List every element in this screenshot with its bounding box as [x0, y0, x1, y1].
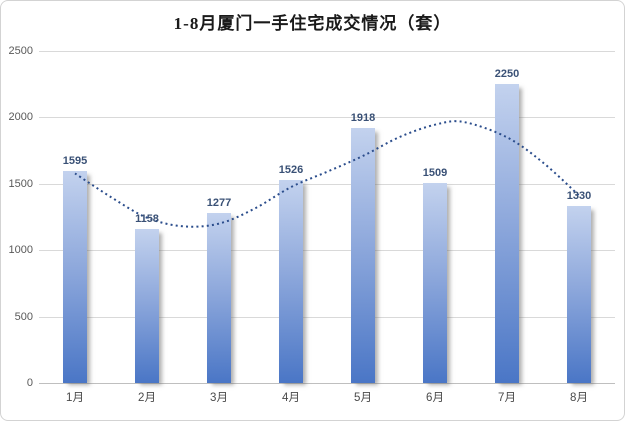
bar [423, 183, 447, 383]
bar-value-label: 1509 [422, 167, 448, 179]
bar [135, 229, 159, 383]
gridline [39, 117, 615, 118]
bar [63, 171, 87, 383]
bar [351, 128, 375, 383]
y-axis-tick-label: 2000 [8, 111, 33, 123]
x-axis-label: 8月 [570, 392, 588, 404]
y-axis-tick-label: 1500 [8, 178, 33, 190]
chart-title: 1-8月厦门一手住宅成交情况（套） [173, 14, 452, 33]
bar-value-label: 1918 [350, 112, 376, 124]
bar-value-label: 1158 [135, 213, 159, 225]
bar [495, 84, 519, 383]
y-axis-tick-label: 2500 [8, 45, 33, 57]
bar [279, 180, 303, 383]
bar-value-label: 1526 [278, 164, 304, 176]
bar [207, 213, 231, 383]
x-axis-label: 6月 [426, 392, 444, 404]
gridline [39, 184, 615, 185]
bar-value-label: 1277 [206, 197, 232, 209]
bar-value-label: 1330 [566, 190, 592, 202]
x-axis-label: 5月 [354, 392, 372, 404]
y-axis-tick-label: 0 [26, 377, 33, 389]
x-axis-line [39, 383, 615, 384]
x-axis-label: 1月 [66, 392, 84, 404]
gridline [39, 317, 615, 318]
x-axis-label: 7月 [498, 392, 516, 404]
y-axis-tick-label: 1000 [8, 244, 33, 256]
bar-value-label: 2250 [494, 68, 520, 80]
bar-value-label: 1595 [62, 155, 88, 167]
bar [567, 206, 591, 383]
y-axis-tick-label: 500 [14, 311, 33, 323]
gridline [39, 250, 615, 251]
gridline [39, 51, 615, 52]
x-axis-label: 3月 [210, 392, 228, 404]
x-axis-label: 4月 [282, 392, 300, 404]
x-axis-label: 2月 [138, 392, 156, 404]
